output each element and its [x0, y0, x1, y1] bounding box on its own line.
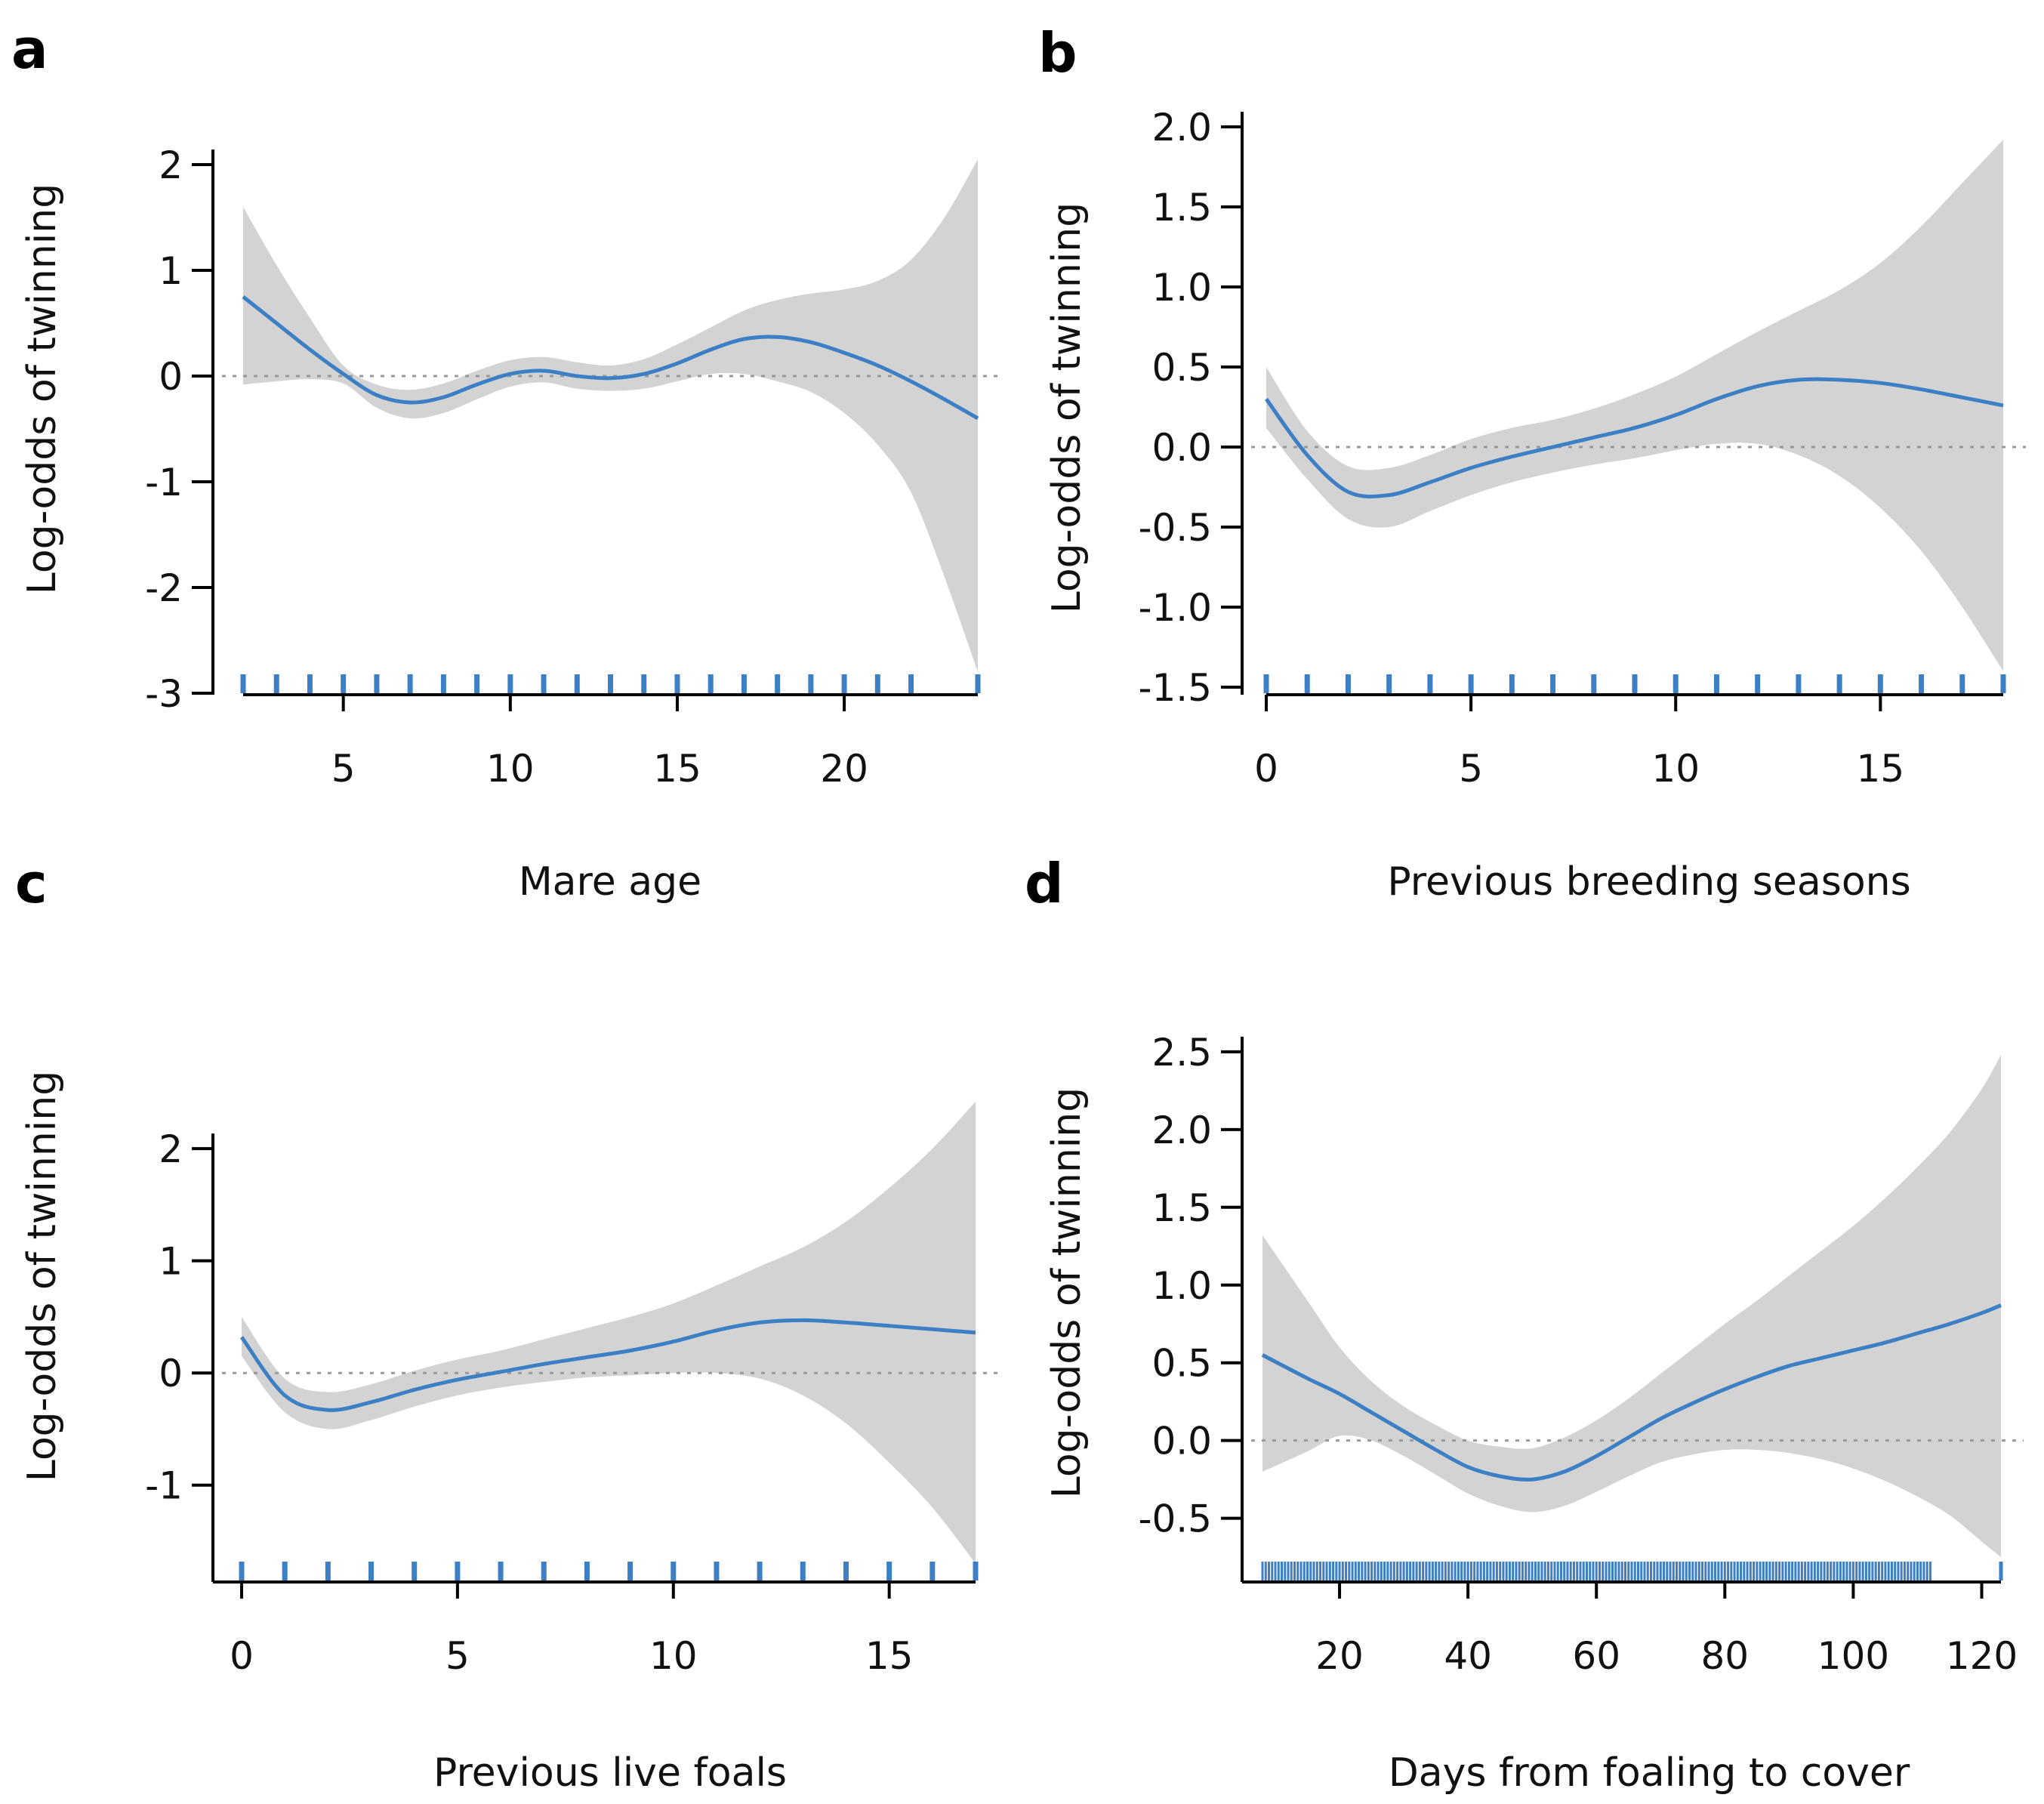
y-tick-label: -1.5 — [1138, 666, 1212, 710]
y-tick-label: 2.5 — [1151, 1031, 1212, 1075]
y-tick-label: 1.5 — [1151, 186, 1212, 230]
y-tick-label: -3 — [145, 672, 183, 716]
y-tick-label: -0.5 — [1138, 1497, 1212, 1541]
x-tick-label: 20 — [1315, 1634, 1364, 1678]
x-tick-label: 10 — [1651, 747, 1700, 791]
x-tick-label: 10 — [486, 747, 535, 791]
y-tick-label: 0.0 — [1151, 426, 1212, 470]
y-tick-label: 2 — [159, 143, 183, 187]
x-tick-label: 0 — [1254, 747, 1278, 791]
confidence-band — [1262, 1055, 2001, 1558]
x-tick-label: 15 — [865, 1634, 914, 1678]
x-axis-title: Days from foaling to cover — [1389, 1750, 1910, 1796]
y-tick-label: 0.5 — [1151, 1342, 1212, 1386]
rug-ticks — [1261, 1562, 2003, 1580]
x-tick-label: 40 — [1444, 1634, 1492, 1678]
panel-b: b Previous breeding seasons Log-odds of … — [1038, 21, 2026, 905]
fitted-line — [242, 295, 979, 421]
confidence-band — [1266, 140, 2003, 671]
y-tick-label: 1.0 — [1151, 1264, 1212, 1308]
fitted-line — [239, 1318, 976, 1412]
y-tick-label: -2 — [145, 566, 183, 610]
panel-a: a Mare age Log-odds of twinning 5 10 15 202… — [11, 17, 1000, 905]
x-tick-label: 10 — [649, 1634, 698, 1678]
panel-letter: c — [15, 852, 48, 915]
panel-letter: d — [1025, 852, 1064, 915]
fitted-line — [1261, 1303, 2002, 1482]
x-axis-title: Mare age — [519, 859, 701, 905]
y-axis-title: Log-odds of twinning — [20, 183, 65, 594]
y-tick-label: 0 — [159, 355, 183, 399]
x-tick-label: 100 — [1817, 1634, 1889, 1678]
confidence-band — [242, 1101, 976, 1564]
x-tick-label: 60 — [1572, 1634, 1620, 1678]
y-axis-title: Log-odds of twinning — [1044, 202, 1090, 613]
x-tick-label: 5 — [331, 747, 356, 791]
x-tick-label: 120 — [1946, 1634, 2018, 1678]
y-tick-label: 2.0 — [1151, 1109, 1212, 1152]
y-tick-label: -0.5 — [1138, 506, 1212, 550]
x-axis-title: Previous breeding seasons — [1387, 859, 1910, 905]
y-tick-label: 1.5 — [1151, 1186, 1212, 1230]
y-tick-label: 2.0 — [1151, 106, 1212, 150]
x-axis-title: Previous live foals — [433, 1750, 787, 1796]
y-tick-label: 0.5 — [1151, 346, 1212, 390]
panel-d: d Days from foaling to cover Log-odds of… — [1025, 852, 2024, 1796]
confidence-band — [243, 159, 978, 672]
x-tick-label: 15 — [653, 747, 701, 791]
y-tick-label: -1 — [145, 1464, 183, 1508]
y-axis-title: Log-odds of twinning — [20, 1071, 65, 1482]
y-tick-label: -1 — [145, 461, 183, 504]
panel-letter: a — [11, 17, 48, 81]
x-tick-label: 20 — [820, 747, 868, 791]
y-tick-label: 1 — [159, 1240, 183, 1284]
x-tick-label: 15 — [1857, 747, 1905, 791]
y-axis-title: Log-odds of twinning — [1044, 1087, 1090, 1498]
y-tick-label: -1.0 — [1138, 586, 1212, 630]
x-tick-label: 0 — [230, 1634, 254, 1678]
y-tick-label: 0.0 — [1151, 1420, 1212, 1463]
y-tick-label: 0 — [159, 1352, 183, 1395]
panel-letter: b — [1038, 21, 1077, 85]
y-tick-label: 1 — [159, 249, 183, 293]
x-tick-label: 5 — [445, 1634, 470, 1678]
y-tick-label: 1.0 — [1151, 266, 1212, 310]
panel-c: c Previous live foals Log-odds of twinni… — [15, 852, 998, 1796]
x-tick-label: 5 — [1459, 747, 1483, 791]
x-tick-label: 80 — [1701, 1634, 1750, 1678]
y-tick-label: 2 — [159, 1127, 183, 1171]
fitted-line — [1264, 377, 2004, 499]
